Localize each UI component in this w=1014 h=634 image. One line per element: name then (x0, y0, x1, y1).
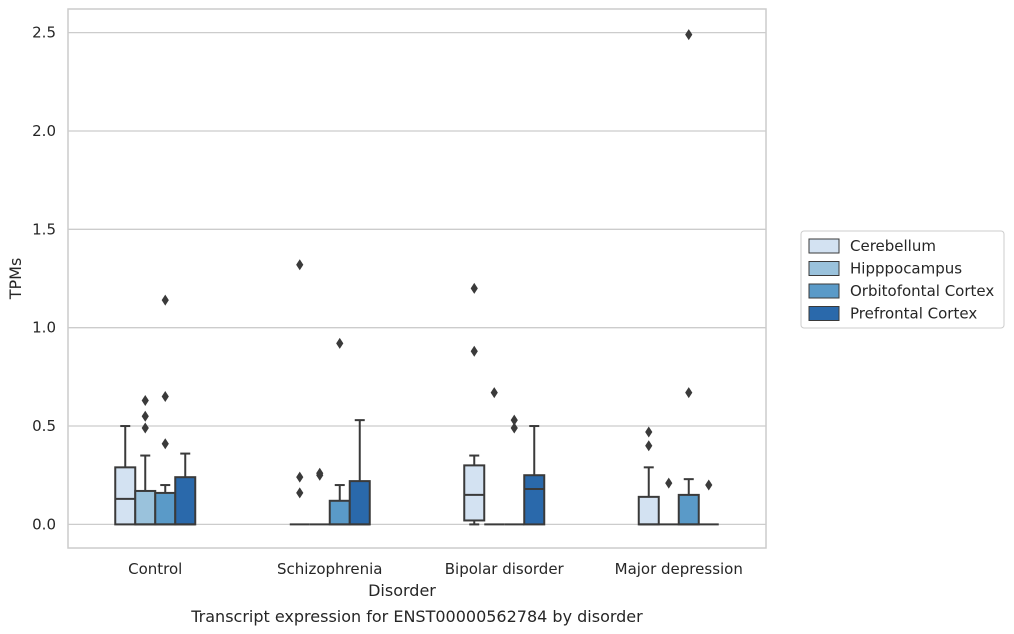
box-body (174, 476, 197, 526)
plot-area-frame (67, 8, 767, 549)
series-orbitofontal-cortex (154, 29, 700, 526)
x-tick-labels: Control Schizophrenia Bipolar disorder Majo… (128, 560, 743, 578)
y-tick-label: 1.0 (32, 319, 56, 337)
box (134, 394, 157, 526)
box (309, 467, 330, 526)
gridlines (68, 31, 766, 526)
box (658, 477, 679, 526)
legend-entry-label: Hipppocampus (850, 260, 962, 278)
outlier-point (296, 471, 304, 483)
box (698, 479, 719, 526)
series-prefrontal-cortex (174, 419, 719, 526)
x-axis-label: Disorder (368, 581, 436, 600)
box-body (134, 489, 157, 526)
box-body (154, 491, 177, 526)
outlier-point (645, 426, 653, 438)
box (484, 387, 505, 526)
outlier-point (141, 422, 149, 434)
y-tick-label: 2.5 (32, 24, 56, 42)
box (114, 425, 137, 526)
box-series (114, 29, 719, 526)
x-tick-label: Schizophrenia (277, 560, 382, 578)
box-body (637, 495, 660, 526)
legend-swatch (808, 238, 840, 254)
series-cerebellum (114, 259, 660, 526)
outlier-point (470, 345, 478, 357)
box-body (328, 499, 351, 526)
legend-frame (800, 230, 1005, 329)
x-tick-label: Major depression (615, 560, 743, 578)
legend-swatch (808, 306, 840, 321)
box (677, 29, 700, 526)
box (348, 419, 371, 526)
outlier-point (161, 438, 169, 450)
outlier-point (296, 259, 304, 271)
legend: Cerebellum Hipppocampus Orbitofontal Corte… (800, 230, 1005, 329)
y-tick-label: 0.0 (32, 515, 56, 533)
y-tick-labels: 0.0 0.5 1.0 1.5 2.0 2.5 (32, 24, 56, 534)
outlier-point (316, 467, 324, 479)
box-body (114, 466, 137, 526)
legend-swatch (808, 283, 840, 299)
x-tick-label: Control (128, 560, 182, 578)
box (328, 337, 351, 526)
box (174, 452, 197, 526)
outlier-point (296, 487, 304, 499)
box-body (348, 480, 371, 526)
box-body (677, 493, 700, 526)
outlier-point (705, 479, 713, 491)
y-tick-label: 1.5 (32, 220, 56, 238)
y-tick-label: 0.5 (32, 417, 56, 435)
outlier-point (161, 391, 169, 403)
box (637, 426, 660, 526)
outlier-point (470, 282, 478, 294)
x-tick-label: Bipolar disorder (445, 560, 565, 578)
y-tick-label: 2.0 (32, 122, 56, 140)
outlier-point (161, 294, 169, 306)
outlier-point (645, 440, 653, 452)
legend-swatch (808, 261, 840, 276)
legend-entry-label: Prefrontal Cortex (850, 305, 977, 323)
series-hipppocampus (134, 387, 679, 526)
outlier-point (510, 422, 518, 434)
outlier-point (510, 414, 518, 426)
legend-entry-label: Orbitofontal Cortex (850, 282, 994, 300)
outlier-point (685, 29, 693, 41)
box (289, 259, 310, 526)
outlier-point (141, 394, 149, 406)
box (463, 282, 486, 526)
box-body (523, 474, 546, 526)
legend-entry-label: Cerebellum (850, 237, 936, 255)
outlier-point (685, 387, 693, 399)
outlier-point (665, 477, 673, 489)
box (523, 425, 546, 526)
outlier-point (490, 387, 498, 399)
box-body (463, 464, 486, 522)
outlier-point (141, 410, 149, 422)
outlier-point (336, 337, 344, 349)
y-axis-label: TPMs (6, 258, 25, 301)
box (154, 294, 177, 526)
box (504, 414, 525, 526)
figure-caption: Transcript expression for ENST0000056278… (190, 607, 643, 626)
